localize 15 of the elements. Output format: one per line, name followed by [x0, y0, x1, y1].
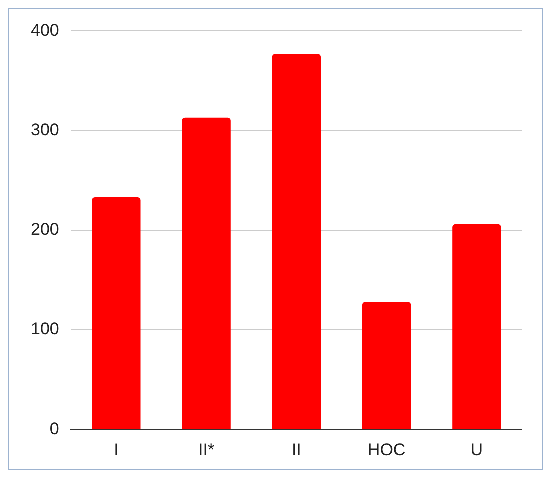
y-tick-label: 400	[30, 20, 60, 40]
y-tick-label: 0	[50, 419, 60, 438]
y-tick-label: 200	[30, 220, 60, 240]
y-tick-label: 300	[30, 120, 60, 140]
x-tick-label: I	[114, 440, 119, 460]
bar	[182, 118, 231, 430]
x-tick-label: HOC	[368, 440, 406, 460]
bar	[452, 224, 502, 430]
y-tick-label: 100	[30, 320, 60, 339]
x-tick-label: II	[292, 440, 302, 460]
x-tick-label: U	[470, 440, 484, 460]
bar	[362, 302, 412, 430]
bar	[92, 198, 141, 430]
x-tick-label: II*	[198, 440, 215, 460]
bar	[272, 54, 322, 430]
